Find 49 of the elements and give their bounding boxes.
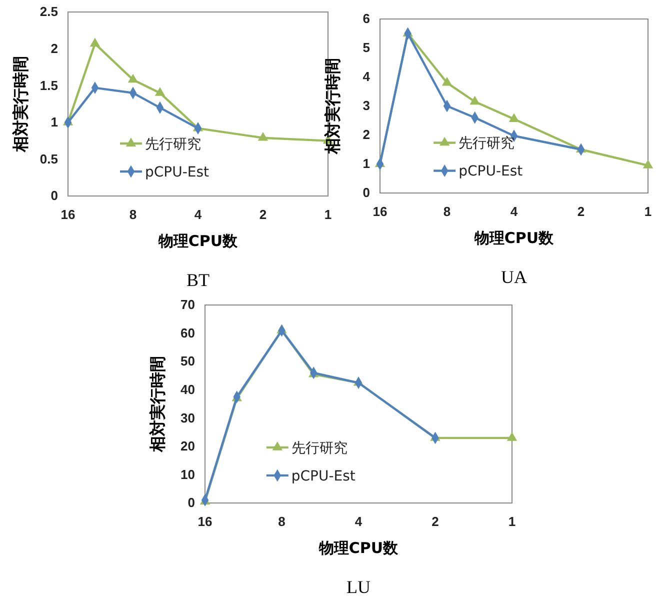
x-axis-title: 物理CPU数 xyxy=(157,232,239,250)
y-axis-title: 相対実行時間 xyxy=(11,56,30,153)
y-tick-label: 0 xyxy=(50,188,58,204)
y-tick-label: 5 xyxy=(362,40,370,56)
x-tick-label: 8 xyxy=(278,514,286,530)
x-tick-label: 16 xyxy=(372,204,388,220)
x-tick-label: 2 xyxy=(432,514,439,530)
x-tick-label: 1 xyxy=(324,207,332,222)
legend-label: 先行研究 xyxy=(145,136,201,153)
y-tick-label: 0 xyxy=(362,185,370,200)
y-tick-label: 20 xyxy=(180,438,195,454)
text: LU xyxy=(346,577,370,597)
y-tick-label: 10 xyxy=(180,466,195,482)
y-tick-label: 0 xyxy=(188,495,195,510)
x-tick-label: 16 xyxy=(60,207,76,222)
x-tick-label: 2 xyxy=(577,204,585,220)
legend-label: pCPU-Est xyxy=(145,164,210,181)
y-tick-label: 2 xyxy=(50,40,58,56)
y-tick-label: 4 xyxy=(362,69,371,84)
y-tick-label: 50 xyxy=(180,354,195,369)
y-tick-label: 40 xyxy=(180,382,195,398)
y-axis-title: 相対実行時間 xyxy=(148,356,167,453)
y-tick-label: 1 xyxy=(362,156,370,172)
y-tick-label: 0.5 xyxy=(40,151,58,166)
x-tick-label: 8 xyxy=(129,207,137,222)
y-tick-label: 6 xyxy=(362,11,370,26)
x-tick-label: 4 xyxy=(510,204,518,220)
x-axis-title: 物理CPU数 xyxy=(318,539,400,557)
x-tick-label: 1 xyxy=(508,514,516,530)
y-tick-label: 30 xyxy=(180,410,195,426)
y-tick-label: 2.5 xyxy=(40,4,58,20)
y-tick-label: 1.5 xyxy=(40,78,58,93)
x-axis-title: 物理CPU数 xyxy=(473,229,555,247)
y-tick-label: 60 xyxy=(180,325,195,340)
legend-label: pCPU-Est xyxy=(458,164,524,180)
y-tick-label: 1 xyxy=(50,114,58,130)
x-tick-label: 16 xyxy=(198,514,212,530)
x-tick-label: 2 xyxy=(259,207,267,222)
x-tick-label: 1 xyxy=(644,204,652,220)
y-tick-label: 70 xyxy=(180,297,195,312)
legend-label: pCPU-Est xyxy=(291,468,356,484)
y-axis-title: 相対実行時間 xyxy=(323,58,342,155)
y-tick-label: 2 xyxy=(362,127,370,142)
text: BT xyxy=(186,270,210,290)
y-tick-label: 3 xyxy=(362,98,370,114)
x-tick-label: 8 xyxy=(443,204,451,220)
text: UA xyxy=(501,267,527,287)
legend-label: 先行研究 xyxy=(291,440,348,456)
legend-label: 先行研究 xyxy=(458,136,515,152)
